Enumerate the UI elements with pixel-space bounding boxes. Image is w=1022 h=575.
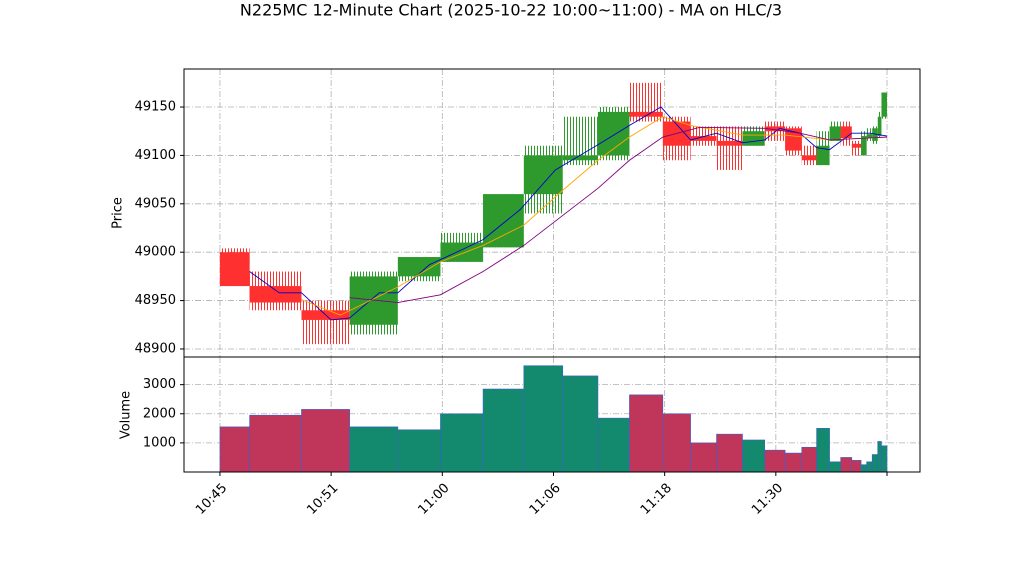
volume-bar xyxy=(716,433,743,473)
volume-bar xyxy=(629,394,664,473)
volume-bar xyxy=(764,449,786,473)
volume-bar xyxy=(829,461,841,473)
candle-body xyxy=(851,143,862,148)
volume-bar xyxy=(860,464,867,473)
candle-body xyxy=(764,126,786,132)
candle-body xyxy=(785,128,802,151)
candle-body xyxy=(801,155,817,161)
candle-body xyxy=(861,136,867,156)
candle-wick xyxy=(801,145,817,166)
candle-body xyxy=(249,286,302,303)
y-tick-label: 49050 xyxy=(135,196,176,211)
x-tick-label: 11:18 xyxy=(638,481,675,518)
volume-bar xyxy=(784,452,803,473)
candle-body xyxy=(523,155,563,195)
volume-bar xyxy=(562,375,599,473)
candle-body xyxy=(349,276,398,325)
candle-body xyxy=(872,128,878,141)
volume-tick-label: 1000 xyxy=(143,435,176,450)
volume-tick-label: 2000 xyxy=(143,406,176,421)
candle-body xyxy=(716,140,743,146)
candle-wick xyxy=(301,300,350,345)
candle-wick xyxy=(716,126,743,170)
candle-body xyxy=(829,126,841,141)
candle-body xyxy=(816,145,830,166)
volume-axis-label: Volume xyxy=(119,391,134,439)
y-axis-label: Price xyxy=(111,197,126,229)
candle-wick xyxy=(851,140,862,156)
volume-bar xyxy=(881,445,888,473)
volume-frame xyxy=(183,356,921,473)
y-tick-label: 49150 xyxy=(135,100,176,115)
volume-bar xyxy=(690,442,717,473)
x-tick-label: 11:30 xyxy=(749,481,786,518)
candle-body xyxy=(397,257,441,277)
volume-bar xyxy=(851,460,862,473)
x-tick-label: 10:45 xyxy=(193,481,230,518)
volume-bar xyxy=(523,365,564,473)
y-tick-label: 49000 xyxy=(135,245,176,260)
volume-bar xyxy=(440,413,484,473)
candle-body xyxy=(440,242,484,262)
chart-title: N225MC 12-Minute Chart (2025-10-22 10:00… xyxy=(240,1,782,20)
volume-bar xyxy=(597,417,630,473)
x-tick-label: 11:00 xyxy=(416,481,453,518)
volume-bar xyxy=(742,439,766,473)
x-tick-label: 10:51 xyxy=(304,481,341,518)
volume-bar xyxy=(662,413,691,473)
volume-bar xyxy=(816,428,830,473)
candle-body xyxy=(840,126,852,138)
volume-bar xyxy=(482,388,525,473)
candle-body xyxy=(866,134,873,138)
volume-bar xyxy=(801,446,817,473)
x-tick-label: 11:06 xyxy=(527,481,564,518)
candle-body xyxy=(742,131,765,146)
volume-bar xyxy=(877,441,882,473)
ma-line xyxy=(349,126,888,303)
volume-bar xyxy=(249,414,302,473)
candle-body xyxy=(877,116,882,137)
volume-bar xyxy=(349,426,399,473)
y-tick-label: 49100 xyxy=(135,148,176,163)
volume-tick-label: 3000 xyxy=(143,377,176,392)
volume-bar xyxy=(871,454,879,473)
candle-body xyxy=(690,136,717,141)
candle-body xyxy=(562,155,598,161)
volume-bar xyxy=(301,409,350,473)
volume-bar xyxy=(866,461,873,473)
candle-body xyxy=(219,252,250,287)
candle-body xyxy=(629,111,663,117)
volume-bar xyxy=(840,457,853,473)
volume-bar xyxy=(397,429,441,473)
volume-bar xyxy=(219,426,250,473)
y-tick-label: 48950 xyxy=(135,293,176,308)
ma-line xyxy=(249,106,888,321)
candle-body xyxy=(483,194,524,248)
candle-body xyxy=(881,92,888,117)
ma-line xyxy=(301,116,888,316)
y-tick-label: 48900 xyxy=(135,341,176,356)
